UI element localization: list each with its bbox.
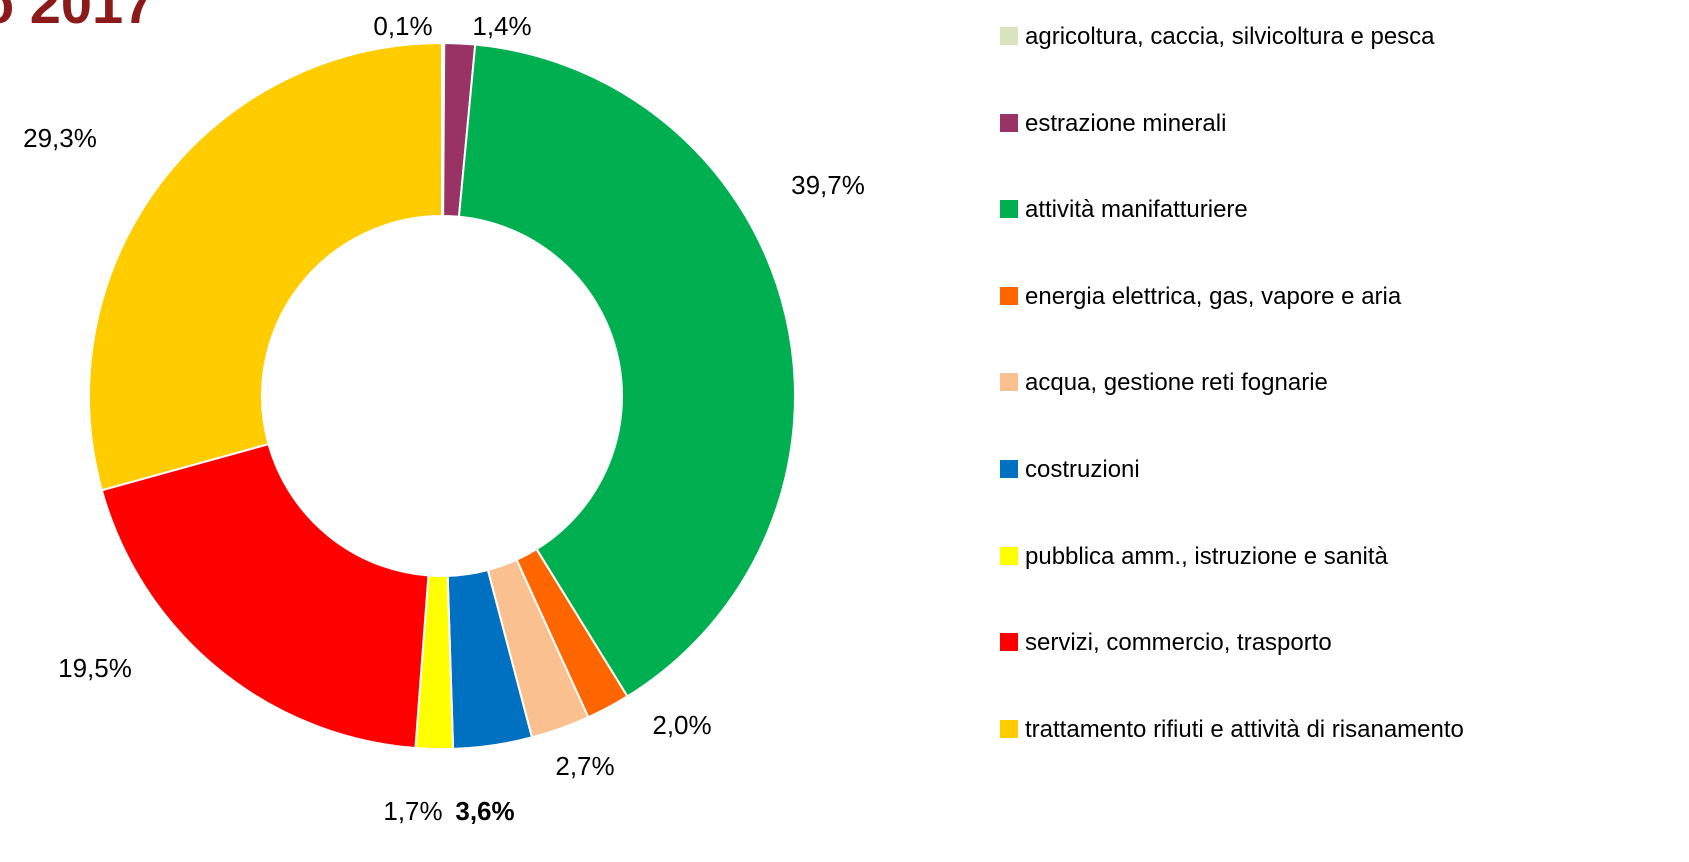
donut-slice xyxy=(88,41,443,492)
legend-label: attività manifatturiere xyxy=(1025,196,1248,224)
legend-swatch xyxy=(1000,546,1018,565)
value-label: 0,1% xyxy=(373,11,432,41)
legend-item: attività manifatturiere xyxy=(1000,195,1580,225)
legend-swatch xyxy=(1000,27,1018,45)
legend-item: pubblica amm., istruzione e sanità xyxy=(1000,542,1580,572)
legend-swatch xyxy=(1000,633,1018,652)
legend-item: costruzioni xyxy=(1000,455,1580,485)
legend-item: trattamento rifiuti e attività di risana… xyxy=(1000,715,1580,745)
legend-label: acqua, gestione reti fognarie xyxy=(1025,369,1328,397)
legend-item: servizi, commercio, trasporto xyxy=(1000,628,1580,658)
legend-label: servizi, commercio, trasporto xyxy=(1025,629,1332,657)
legend-label: trattamento rifiuti e attività di risana… xyxy=(1025,715,1464,743)
legend-swatch xyxy=(1000,200,1018,219)
donut-slice xyxy=(100,442,430,750)
donut-slice xyxy=(457,43,796,698)
legend-swatch xyxy=(1000,719,1018,738)
value-label: 39,7% xyxy=(791,170,865,200)
legend-label: pubblica amm., istruzione e sanità xyxy=(1025,542,1388,570)
legend-swatch xyxy=(1000,286,1018,305)
value-label: 19,5% xyxy=(58,653,132,683)
value-label: 3,6% xyxy=(455,796,514,826)
legend-swatch xyxy=(1000,373,1018,392)
value-label: 29,3% xyxy=(23,123,97,153)
legend-swatch xyxy=(1000,113,1018,132)
value-label: 1,7% xyxy=(383,796,442,826)
value-label: 1,4% xyxy=(472,11,531,41)
legend-label: agricoltura, caccia, silvicoltura e pesc… xyxy=(1025,23,1435,50)
value-label: 2,7% xyxy=(555,751,614,781)
legend-item: estrazione minerali xyxy=(1000,109,1580,139)
value-label: 2,0% xyxy=(652,710,711,740)
legend-swatch xyxy=(1000,460,1018,478)
legend-label: energia elettrica, gas, vapore e aria xyxy=(1025,282,1402,310)
chart-title: o 2017 xyxy=(0,0,154,35)
legend-label: estrazione minerali xyxy=(1025,109,1227,137)
legend-item: agricoltura, caccia, silvicoltura e pesc… xyxy=(1000,22,1580,52)
legend-label: costruzioni xyxy=(1025,456,1140,483)
legend-item: acqua, gestione reti fognarie xyxy=(1000,368,1580,398)
legend-item: energia elettrica, gas, vapore e aria xyxy=(1000,282,1580,312)
